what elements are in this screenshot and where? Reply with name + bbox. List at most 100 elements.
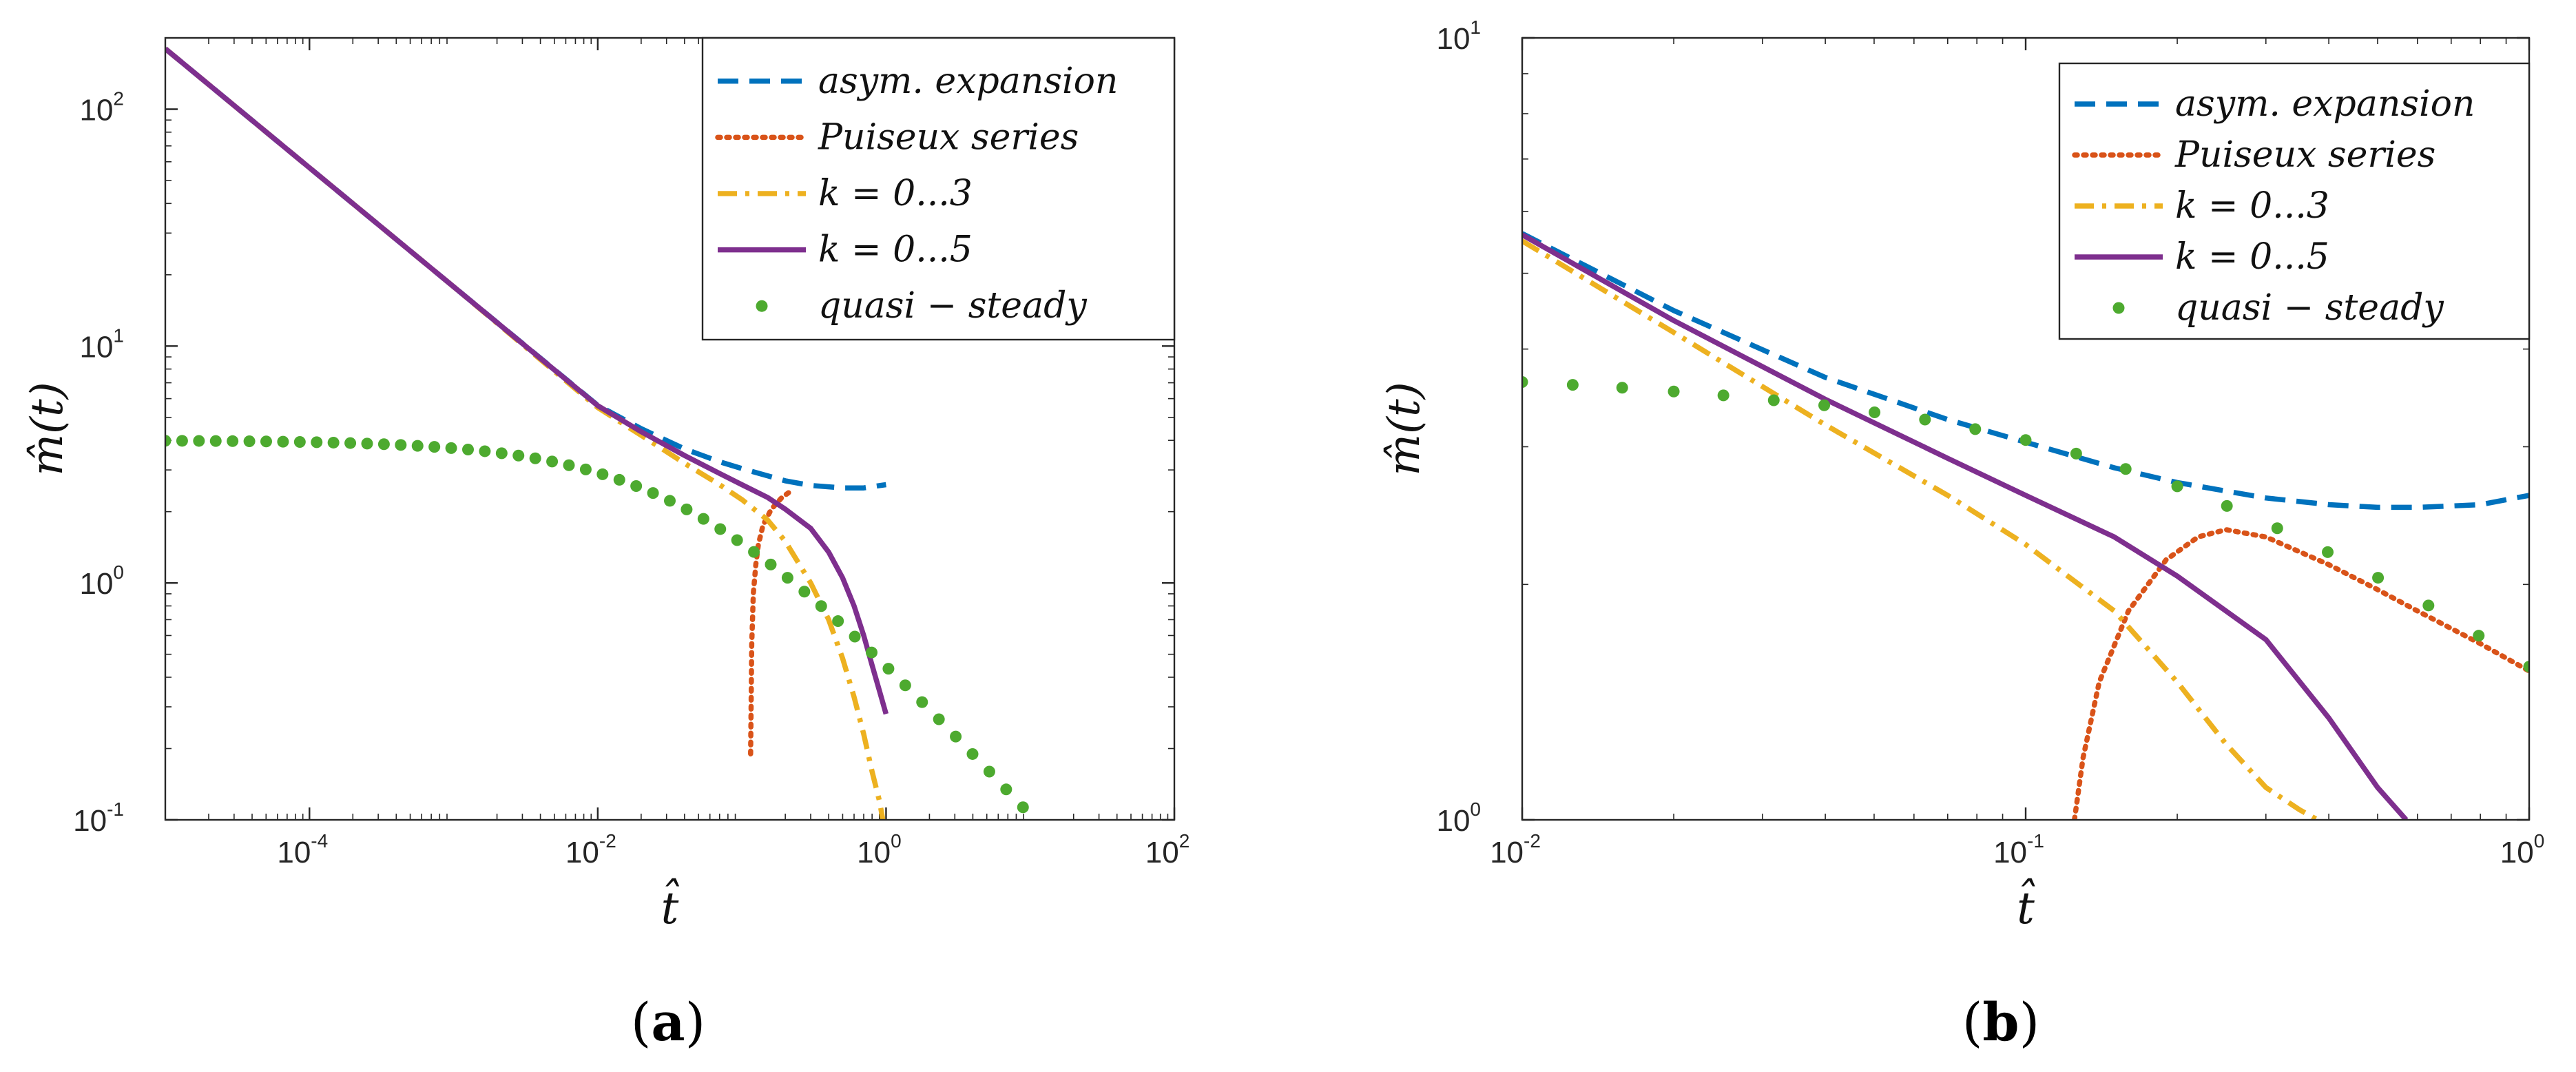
x-axis-label: t̂ — [661, 878, 680, 934]
series-dotted-line — [748, 488, 794, 756]
quasi-steady-point — [1919, 413, 1931, 426]
quasi-steady-point — [765, 558, 777, 570]
quasi-steady-point — [1017, 801, 1029, 814]
legend-entry-label: Puiseux series — [818, 116, 1079, 158]
x-tick-label-exp: -4 — [311, 830, 328, 852]
y-tick-label-base: 10 — [73, 804, 107, 838]
quasi-steady-point — [2271, 522, 2283, 535]
quasi-steady-point — [1818, 399, 1831, 411]
quasi-steady-point — [1084, 874, 1096, 885]
y-tick-label-exp: -1 — [107, 798, 124, 820]
quasi-steady-point — [311, 436, 323, 449]
series-dotted-line — [2072, 527, 2529, 820]
x-tick-label-exp: 0 — [2534, 830, 2545, 852]
y-tick-label-base: 10 — [79, 567, 113, 601]
x-tick-label-exp: 2 — [1179, 830, 1190, 852]
quasi-steady-point — [596, 468, 609, 480]
quasi-steady-point — [933, 713, 945, 725]
panel-b-label: (b) — [1962, 991, 2039, 1053]
quasi-steady-point — [899, 679, 911, 692]
series-dashdot-line — [1522, 238, 2319, 820]
x-axis-label: t̂ — [2017, 878, 2035, 934]
quasi-steady-point — [227, 435, 239, 447]
x-tick-label-exp: 0 — [891, 830, 902, 852]
x-tick-label-base: 10 — [2500, 836, 2534, 869]
quasi-steady-point — [781, 572, 793, 584]
quasi-steady-point — [1169, 965, 1181, 976]
quasi-steady-point — [2322, 546, 2334, 558]
y-tick-label-exp: 1 — [1470, 17, 1481, 38]
quasi-steady-point — [697, 513, 709, 525]
panel-b-minor-ticks — [1522, 38, 2529, 820]
panel-a-label-close: ) — [685, 991, 706, 1053]
quasi-steady-point — [1566, 379, 1579, 391]
x-tick-label: 10-4 — [277, 830, 328, 869]
quasi-steady-point — [512, 449, 525, 462]
legend-entry-label: k = 0...3 — [818, 173, 973, 214]
quasi-steady-point — [748, 546, 760, 558]
quasi-steady-point — [445, 442, 457, 454]
y-tick-label: 100 — [79, 561, 124, 601]
x-tick-label-base: 10 — [857, 836, 891, 869]
quasi-steady-point — [2372, 572, 2385, 584]
series-solid-line — [1522, 232, 2409, 820]
y-tick-label: 100 — [1436, 798, 1481, 838]
quasi-steady-point — [529, 452, 541, 464]
quasi-steady-point — [2119, 463, 2132, 475]
quasi-steady-point — [344, 437, 357, 449]
legend-entry-label: quasi − steady — [818, 285, 1087, 327]
quasi-steady-point — [243, 435, 256, 448]
panel-b-legend: asym. expansion Puiseux series k = 0...3 k … — [2058, 62, 2531, 340]
y-tick-label-base: 10 — [79, 330, 113, 364]
y-axis-label: m̂(t) — [22, 382, 73, 475]
series-quasi-steady — [165, 435, 1181, 976]
quasi-steady-point — [395, 439, 407, 451]
quasi-steady-point — [798, 586, 811, 598]
x-tick-label: 10-1 — [1993, 830, 2044, 869]
quasi-steady-point — [277, 435, 289, 448]
quasi-steady-point — [681, 503, 693, 515]
legend-entry-label: k = 0...5 — [2175, 236, 2329, 278]
quasi-steady-point — [647, 487, 659, 499]
quasi-steady-point — [1118, 910, 1130, 922]
quasi-steady-point — [209, 435, 222, 447]
panel-a-minor-ticks — [165, 38, 1174, 820]
quasi-steady-point — [1969, 423, 1982, 435]
quasi-steady-point — [1037, 819, 1043, 820]
quasi-steady-point — [916, 696, 928, 708]
quasi-steady-point — [1135, 928, 1147, 940]
quasi-steady-point — [2473, 630, 2485, 642]
panel-b-label-letter: b — [1982, 991, 2019, 1053]
panel-a-axes-box — [164, 37, 1176, 821]
quasi-steady-point — [849, 630, 861, 643]
quasi-steady-point — [327, 436, 340, 449]
legend-entry-label: k = 0...3 — [2175, 185, 2329, 227]
x-tick-label: 10-2 — [565, 830, 616, 869]
x-tick-label-base: 10 — [1490, 836, 1524, 869]
quasi-steady-point — [428, 441, 441, 453]
quasi-steady-point — [411, 440, 424, 452]
x-tick-label-base: 10 — [277, 836, 311, 869]
y-tick-label: 101 — [79, 324, 124, 364]
y-tick-label: 10-1 — [73, 798, 124, 838]
y-tick-label-exp: 0 — [1470, 798, 1481, 820]
panel-b-axes-box — [1521, 37, 2531, 821]
quasi-steady-point — [1616, 382, 1628, 394]
quasi-steady-point — [579, 463, 592, 475]
legend-entry-label: Puiseux series — [2174, 134, 2435, 176]
panel-b-series — [1522, 231, 2529, 820]
panel-a-series — [165, 46, 1181, 976]
legend-entry-label: asym. expansion — [2175, 83, 2475, 125]
quasi-steady-point — [260, 435, 272, 448]
x-tick-label: 102 — [1145, 830, 1190, 869]
y-tick-label-base: 10 — [1436, 22, 1470, 56]
x-tick-label: 10-2 — [1490, 830, 1541, 869]
quasi-steady-point — [2221, 499, 2233, 512]
legend-entry-label: k = 0...5 — [818, 229, 973, 271]
x-tick-label: 100 — [857, 830, 902, 869]
y-tick-label-base: 10 — [79, 94, 113, 127]
series-quasi-steady — [1522, 376, 2529, 673]
quasi-steady-point — [866, 646, 877, 659]
